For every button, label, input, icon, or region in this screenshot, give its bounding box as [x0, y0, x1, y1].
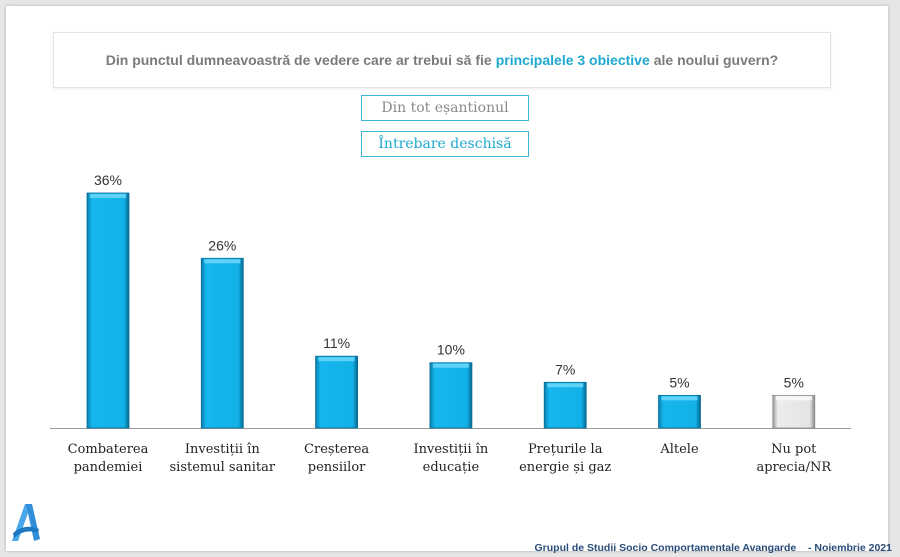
footer: Grupul de Studii Socio Comportamentale A…: [535, 542, 892, 554]
data-label: 26%: [208, 237, 236, 253]
category-label: sistemul sanitar: [170, 460, 276, 475]
data-label: 5%: [669, 374, 689, 390]
bar-group: 36% Combaterea pandemiei: [68, 172, 149, 475]
bar-group: 5% Nu pot aprecia/NR: [756, 374, 832, 475]
bar-group: 7% Prețurile la energie și gaz: [519, 361, 611, 475]
data-label: 10%: [437, 342, 465, 358]
bar-group: 11% Creșterea pensiilor: [304, 335, 369, 475]
category-label: educație: [423, 460, 480, 475]
slide: [6, 6, 888, 551]
sample-tag: Din tot eșantionul: [361, 95, 529, 121]
bar: [429, 362, 473, 429]
bar: [658, 394, 701, 429]
category-label: Altele: [659, 442, 699, 457]
category-label: aprecia/NR: [756, 460, 832, 475]
category-label: Investiții în: [185, 442, 260, 457]
bar: [86, 192, 130, 429]
bar: [543, 381, 587, 429]
category-label: Investiții în: [413, 442, 488, 457]
category-label: Prețurile la: [528, 442, 603, 457]
category-label: Creșterea: [304, 442, 369, 457]
question-text-before: Din punctul dumneavoastră de vedere care…: [105, 52, 492, 68]
bar-bevel-highlight: [432, 363, 469, 368]
question-type-tag: Întrebare deschisă: [361, 131, 529, 157]
bar: [315, 355, 359, 429]
bar-bevel-highlight: [90, 194, 126, 198]
data-label: 5%: [784, 374, 804, 390]
data-label: 36%: [94, 172, 122, 188]
bar-bevel-highlight: [661, 396, 698, 401]
category-label: pensiilor: [308, 460, 366, 475]
bar: [772, 394, 816, 429]
bar-bevel-highlight: [775, 396, 812, 401]
data-label: 11%: [323, 335, 350, 351]
category-label: Combaterea: [68, 442, 149, 457]
footer-date: - Noiembrie 2021: [807, 542, 892, 554]
bar-group: 26% Investiții în sistemul sanitar: [170, 237, 276, 475]
data-label: 7%: [555, 361, 575, 377]
category-label: Nu pot: [771, 442, 817, 457]
footer-organization: Grupul de Studii Socio Comportamentale A…: [534, 542, 797, 554]
category-label: pandemiei: [74, 460, 143, 475]
bar-group: 10% Investiții în educație: [413, 342, 488, 475]
avangarde-logo-icon: [12, 504, 40, 541]
question-highlight: principalele 3 obiective: [495, 52, 650, 68]
category-label: energie și gaz: [519, 460, 611, 475]
bar-group: 5% Altele: [658, 374, 701, 457]
question-text-after: ale noului guvern?: [653, 52, 779, 68]
bar: [200, 257, 244, 429]
bar-bevel-highlight: [547, 383, 584, 388]
question-box: Din punctul dumneavoastră de vedere care…: [53, 32, 831, 88]
bar-bevel-highlight: [318, 357, 355, 362]
bar-bevel-highlight: [204, 259, 241, 264]
